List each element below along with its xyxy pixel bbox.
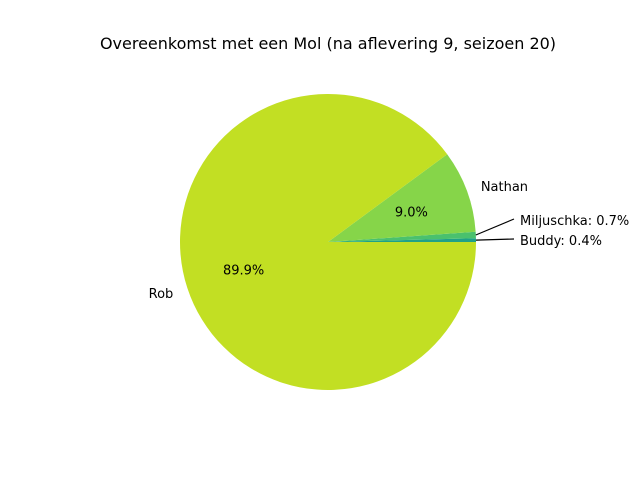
pie-slice-nathan bbox=[328, 154, 476, 242]
slice-label-rob: Rob bbox=[149, 287, 174, 302]
pct-label-rob: 89.9% bbox=[223, 264, 264, 279]
pie-slice-miljuschka bbox=[328, 231, 476, 242]
pct-label-nathan: 9.0% bbox=[395, 205, 428, 220]
pie-slice-buddy bbox=[328, 238, 476, 242]
slice-label-nathan: Nathan bbox=[481, 180, 528, 195]
callout-line-miljuschka bbox=[475, 218, 515, 236]
slice-label-buddy: Buddy: 0.4% bbox=[520, 234, 602, 249]
pie-slices bbox=[180, 93, 477, 390]
callout-line-buddy bbox=[475, 238, 515, 241]
chart-title: Overeenkomst met een Mol (na aflevering … bbox=[100, 34, 556, 53]
slice-label-miljuschka: Miljuschka: 0.7% bbox=[520, 214, 629, 229]
pie-labels: Buddy: 0.4% Miljuschka: 0.7% 9.0% Nathan 89.… bbox=[149, 180, 630, 302]
pie-slice-rob bbox=[180, 93, 477, 390]
